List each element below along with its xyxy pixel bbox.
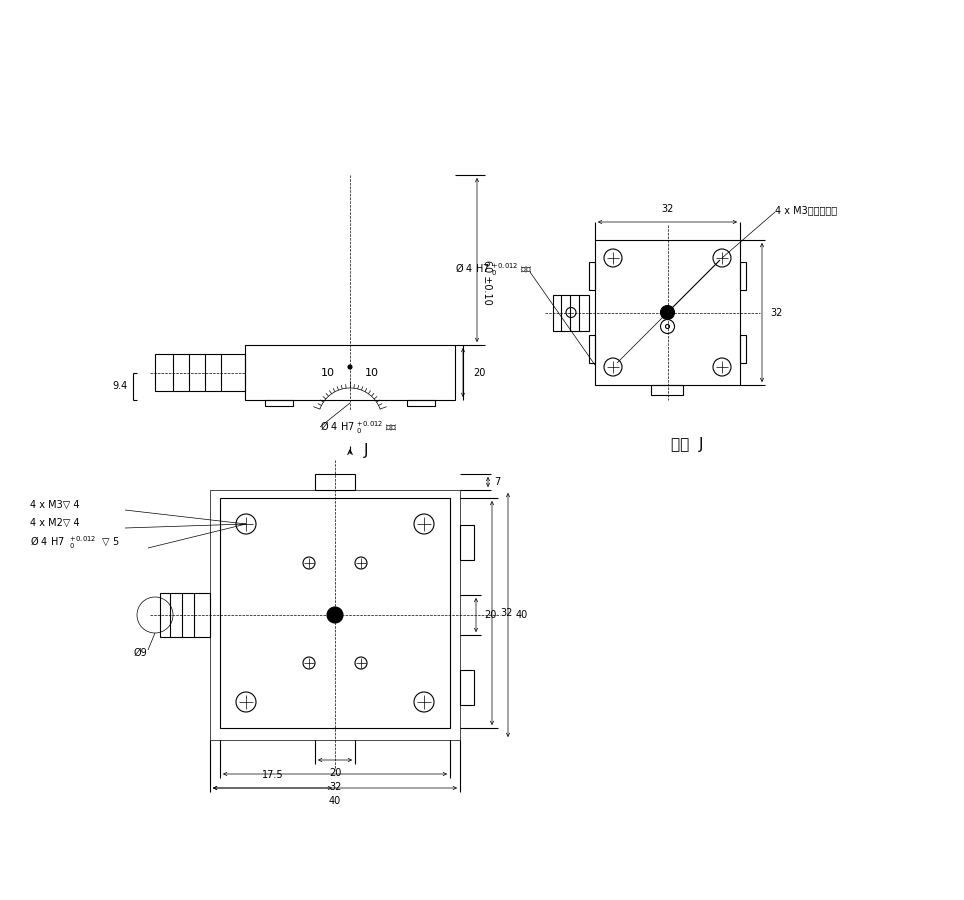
- Bar: [460, 670, 474, 705]
- Bar: [553, 294, 589, 330]
- Text: 20: 20: [329, 768, 341, 778]
- Text: 7: 7: [494, 477, 500, 487]
- Bar: [595, 240, 740, 385]
- Bar: [407, 400, 435, 406]
- Text: 4 x M3▽ 4: 4 x M3▽ 4: [30, 500, 79, 510]
- Text: 32: 32: [661, 204, 674, 214]
- Text: 10: 10: [365, 368, 379, 378]
- Text: J: J: [364, 444, 368, 458]
- Text: Ø 4 H7 $^{+0.012}_{0}$ 贯穿: Ø 4 H7 $^{+0.012}_{0}$ 贯穿: [455, 262, 532, 278]
- Text: Ø 4 H7  $^{+0.012}_{0}$  ▽ 5: Ø 4 H7 $^{+0.012}_{0}$ ▽ 5: [30, 535, 120, 552]
- Text: 4 x M3螺钉安装孔: 4 x M3螺钉安装孔: [775, 205, 837, 215]
- Bar: [245, 345, 455, 400]
- Text: 20: 20: [484, 610, 496, 620]
- Bar: [589, 262, 595, 290]
- Text: 60 ±0.10: 60 ±0.10: [482, 260, 492, 305]
- Bar: [220, 498, 450, 728]
- Bar: [155, 354, 245, 391]
- Text: Ø 4 H7 $^{+0.012}_{0}$ 贯穿: Ø 4 H7 $^{+0.012}_{0}$ 贯穿: [320, 419, 397, 436]
- Text: 17.5: 17.5: [261, 770, 283, 780]
- Bar: [210, 490, 460, 740]
- Text: 9.4: 9.4: [113, 382, 128, 392]
- Circle shape: [348, 365, 352, 369]
- Bar: [460, 525, 474, 560]
- Text: 40: 40: [516, 610, 528, 620]
- Bar: [265, 400, 293, 406]
- Text: 10: 10: [321, 368, 335, 378]
- Text: 4 x M2▽ 4: 4 x M2▽ 4: [30, 518, 80, 528]
- Text: 40: 40: [329, 796, 341, 806]
- Text: 32: 32: [329, 782, 341, 792]
- Circle shape: [327, 607, 343, 623]
- Bar: [589, 335, 595, 363]
- Circle shape: [660, 305, 675, 320]
- Text: 视图  J: 视图 J: [671, 437, 704, 453]
- Text: 32: 32: [500, 608, 513, 618]
- Bar: [315, 474, 355, 490]
- Bar: [740, 335, 746, 363]
- Text: Ø9: Ø9: [133, 648, 147, 658]
- Text: 32: 32: [770, 308, 783, 318]
- Bar: [160, 593, 210, 637]
- Bar: [740, 262, 746, 290]
- Text: 20: 20: [473, 367, 486, 377]
- Bar: [651, 385, 683, 395]
